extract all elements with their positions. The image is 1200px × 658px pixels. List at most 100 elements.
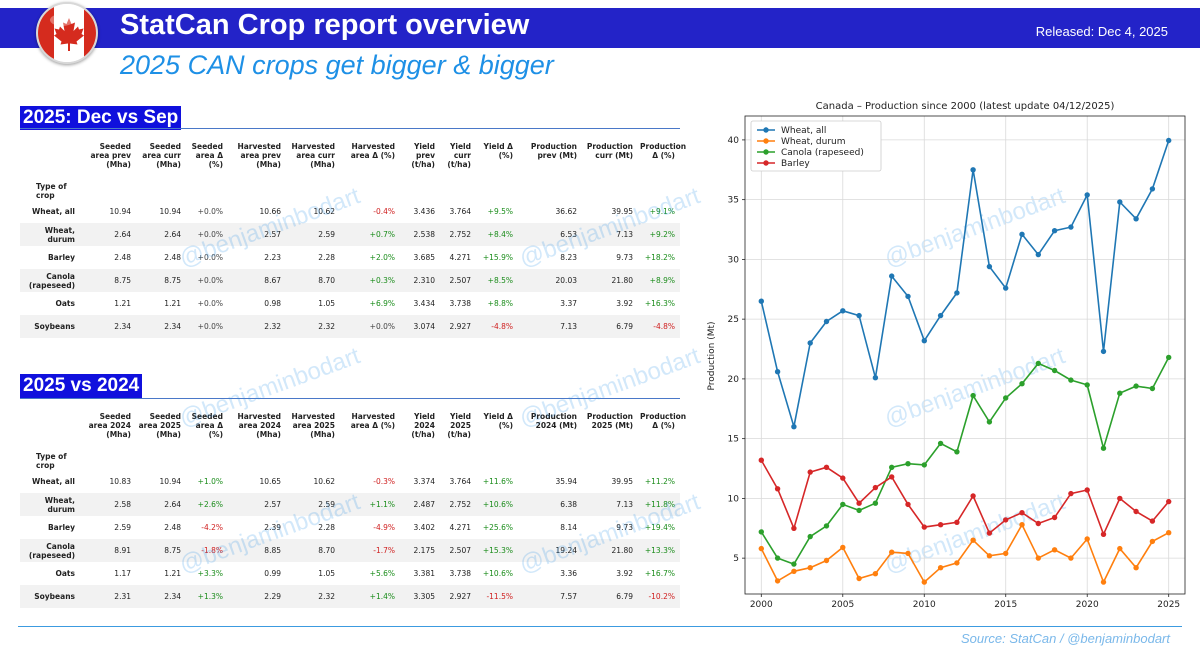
crop-name: Wheat, durum	[20, 223, 80, 246]
y-tick-label: 5	[733, 554, 739, 564]
table-cell: +8.4%	[476, 223, 518, 246]
column-header: Production 2024 (Mt)	[530, 412, 577, 430]
table-row: Canola (rapeseed) 8.75 8.75 +0.0% 8.67 8.70 +0…	[20, 269, 680, 292]
table-cell: 8.14	[560, 523, 577, 532]
table-cell: +0.0%	[186, 269, 228, 292]
data-point-wheat-durum	[1019, 522, 1025, 528]
table-cell: 6.38	[518, 493, 582, 516]
table-cell: 2.57	[228, 493, 286, 516]
table-cell: 2.34	[136, 315, 186, 338]
crop-name: Wheat, all	[31, 477, 75, 486]
crop-name: Barley	[47, 253, 75, 262]
data-point-barley	[856, 500, 862, 506]
table-header-row: Type of crop Seeded area prev (Mha) Seeded…	[20, 142, 687, 200]
data-point-wheat-all	[986, 263, 993, 270]
data-point-wheat-all	[1051, 228, 1058, 234]
table-cell: -4.9%	[373, 523, 395, 532]
crop-name: Oats	[55, 299, 76, 308]
column-header: Harvested area 2024 (Mha)	[237, 412, 281, 439]
data-point-wheat-all	[791, 424, 797, 430]
data-point-wheat-durum	[921, 579, 927, 585]
data-point-wheat-durum	[1133, 565, 1139, 571]
legend-label: Wheat, all	[781, 126, 826, 136]
data-point-wheat-durum	[905, 550, 911, 557]
table-cell: 0.99	[264, 569, 281, 578]
table-cell: 3.764	[449, 477, 471, 486]
table-row: Barley 2.48 2.48 +0.0% 2.23 2.28 +2.0% 3.685 4.2…	[20, 246, 680, 269]
data-point-wheat-all	[758, 298, 764, 304]
crop-name: Wheat, all	[31, 207, 75, 216]
data-point-barley	[774, 486, 781, 492]
table-cell: +9.2%	[638, 223, 680, 246]
table-cell: 8.75	[80, 269, 136, 292]
table-cell: +8.8%	[487, 299, 513, 308]
table-cell: 3.402	[413, 523, 435, 532]
table-row: Soybeans 2.31 2.34 +1.3% 2.29 2.32 +1.4% 3.305 2…	[20, 585, 680, 608]
data-point-wheat-all	[970, 167, 976, 173]
legend-swatch-marker	[763, 149, 769, 155]
table-cell: 2.57	[228, 223, 286, 246]
subtitle: 2025 CAN crops get bigger & bigger	[120, 50, 554, 80]
data-point-canola-rapeseed	[1051, 367, 1058, 374]
column-header: Seeded area 2025 (Mha)	[138, 412, 181, 439]
table-cell: 3.374	[413, 477, 435, 486]
y-tick-label: 35	[728, 196, 739, 206]
data-point-canola-rapeseed	[905, 461, 911, 467]
data-point-wheat-all	[1149, 186, 1156, 192]
data-point-wheat-durum	[970, 537, 976, 543]
table-cell: 2.23	[264, 253, 281, 262]
table-cell: +1.3%	[186, 585, 228, 608]
data-point-barley	[1051, 514, 1058, 521]
column-header: Production prev (Mt)	[530, 142, 577, 160]
data-point-wheat-all	[856, 312, 862, 319]
table-cell: +9.1%	[649, 207, 675, 216]
legend-swatch-marker	[763, 160, 769, 166]
table-cell: 4.271	[449, 253, 471, 262]
table-cell: 2.39	[264, 523, 281, 532]
table-row: Wheat, durum 2.58 2.64 +2.6% 2.57 2.59 +1.1% 2.…	[20, 493, 680, 516]
canada-flag-icon	[36, 2, 98, 64]
column-header: Harvested area 2025 (Mha)	[291, 412, 335, 439]
table-cell: 35.94	[555, 477, 577, 486]
y-tick-label: 20	[728, 375, 740, 385]
table-row: Oats 1.21 1.21 +0.0% 0.98 1.05 +6.9% 3.434 3.738…	[20, 292, 680, 315]
data-point-wheat-all	[1035, 251, 1041, 258]
table-cell: 7.13	[582, 493, 638, 516]
series-line-barley	[760, 459, 1170, 537]
y-tick-label: 25	[728, 315, 739, 325]
table-cell: 2.59	[286, 223, 340, 246]
table-cell: 3.738	[449, 569, 471, 578]
table-cell: +13.3%	[638, 539, 680, 562]
data-point-canola-rapeseed	[970, 392, 976, 399]
table-cell: 39.95	[611, 477, 633, 486]
column-header: Production 2025 (Mt)	[586, 412, 633, 430]
page-title: StatCan Crop report overview	[120, 9, 530, 41]
table-cell: 8.75	[136, 269, 186, 292]
data-point-wheat-all	[1003, 285, 1009, 291]
y-tick-label: 30	[728, 255, 740, 265]
table-dec-vs-sep: Type of crop Seeded area prev (Mha) Seeded…	[20, 142, 687, 338]
table-cell: 7.57	[518, 585, 582, 608]
table-cell: +16.3%	[644, 299, 675, 308]
data-point-wheat-all	[807, 340, 813, 346]
data-point-barley	[889, 474, 895, 480]
table-cell: 2.34	[80, 315, 136, 338]
data-point-barley	[921, 524, 927, 530]
table-cell: +15.3%	[476, 539, 518, 562]
table-cell: 3.92	[616, 569, 633, 578]
data-point-wheat-durum	[1051, 547, 1058, 553]
data-point-wheat-all	[1133, 216, 1139, 222]
data-point-wheat-durum	[840, 544, 846, 551]
table-cell: 2.28	[318, 253, 335, 262]
table-cell: 3.764	[449, 207, 471, 216]
table1-divider	[20, 128, 680, 129]
column-header: Yield 2025 (t/ha)	[447, 412, 471, 439]
column-header: Production Δ (%)	[640, 142, 687, 160]
table-row: Oats 1.17 1.21 +3.3% 0.99 1.05 +5.6% 3.381 3.738…	[20, 562, 680, 585]
table-cell: 36.62	[555, 207, 577, 216]
x-tick-label: 2005	[831, 600, 854, 610]
table-cell: 8.75	[136, 539, 186, 562]
column-header: Yield 2024 (t/ha)	[411, 412, 435, 439]
table-2025-vs-2024: Type of crop Seeded area 2024 (Mha) Seeded…	[20, 412, 686, 608]
